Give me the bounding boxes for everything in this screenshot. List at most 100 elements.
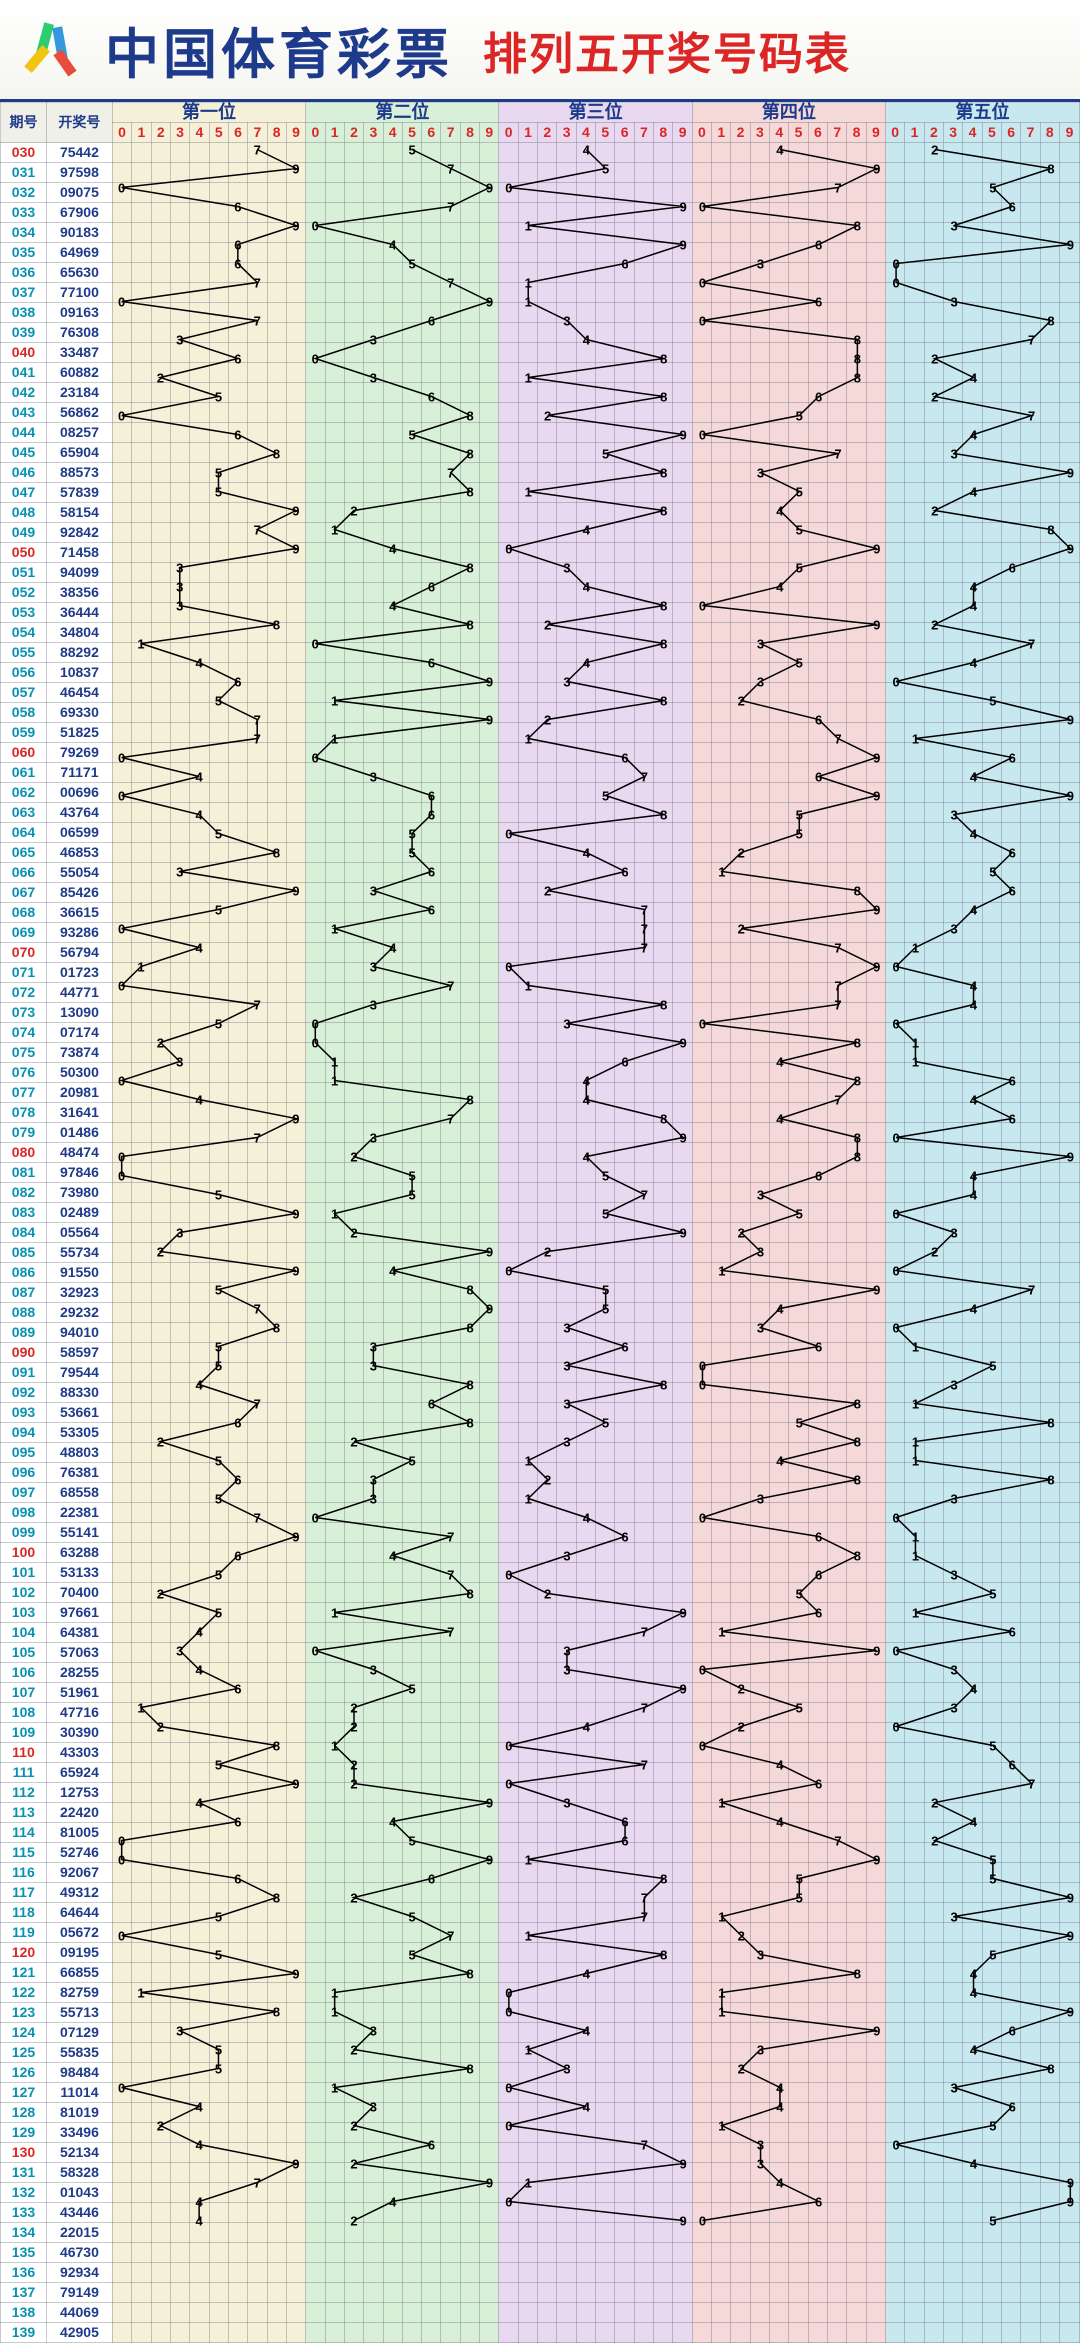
digit-cell <box>808 323 827 343</box>
digit-cell <box>228 1103 247 1123</box>
period-cell: 089 <box>1 1323 47 1343</box>
digit-cell <box>344 783 363 803</box>
digit-cell <box>112 403 131 423</box>
digit-cell <box>982 1303 1001 1323</box>
digit-cell <box>750 463 769 483</box>
digit-cell <box>770 983 789 1003</box>
digit-cell <box>847 1123 866 1143</box>
digit-cell <box>112 1723 131 1743</box>
digit-cell <box>654 663 673 683</box>
digit-cell <box>325 1863 344 1883</box>
digit-cell <box>538 1663 557 1683</box>
digit-cell <box>828 783 847 803</box>
digit-cell <box>538 983 557 1003</box>
digit-cell <box>770 643 789 663</box>
digit-cell <box>402 1703 421 1723</box>
digit-cell <box>286 303 305 323</box>
digit-cell <box>170 1603 189 1623</box>
digit-cell <box>789 1383 808 1403</box>
digit-cell <box>866 863 885 883</box>
digit-cell <box>692 463 711 483</box>
digit-cell <box>325 1683 344 1703</box>
digit-cell <box>1040 323 1059 343</box>
digit-cell <box>286 603 305 623</box>
period-cell: 036 <box>1 263 47 283</box>
digit-cell <box>112 2003 131 2023</box>
digit-cell <box>402 803 421 823</box>
digit-cell <box>364 523 383 543</box>
digit-cell <box>228 163 247 183</box>
digit-cell <box>344 1403 363 1423</box>
digit-cell <box>1002 1943 1021 1963</box>
digit-cell <box>963 1483 982 1503</box>
digit-cell <box>905 583 924 603</box>
digit-cell <box>518 1783 537 1803</box>
digit-cell <box>692 1643 711 1663</box>
digit-cell <box>576 1943 595 1963</box>
digit-cell <box>480 1843 499 1863</box>
digit-cell <box>151 1223 170 1243</box>
digit-cell <box>1002 683 1021 703</box>
digit-cell <box>615 803 634 823</box>
digit-cell <box>982 223 1001 243</box>
digit-cell <box>982 1763 1001 1783</box>
digit-cell <box>460 663 479 683</box>
digit-cell <box>1021 1863 1040 1883</box>
digit-cell <box>518 1883 537 1903</box>
digit-cell <box>808 1723 827 1743</box>
digit-cell <box>383 1163 402 1183</box>
digit-cell <box>460 1103 479 1123</box>
hdr-digit: 0 <box>499 123 518 143</box>
digit-cell <box>886 1263 905 1283</box>
digit-cell <box>615 163 634 183</box>
digit-cell <box>480 763 499 783</box>
digit-cell <box>151 1023 170 1043</box>
digit-cell <box>615 463 634 483</box>
digit-cell <box>654 463 673 483</box>
digit-cell <box>654 1083 673 1103</box>
digit-cell <box>654 943 673 963</box>
digit-cell <box>596 1643 615 1663</box>
number-cell: 53133 <box>46 1563 112 1583</box>
digit-cell <box>190 323 209 343</box>
digit-cell <box>325 1203 344 1223</box>
digit-cell <box>325 1303 344 1323</box>
digit-cell <box>654 743 673 763</box>
digit-cell <box>944 963 963 983</box>
digit-cell <box>460 1983 479 2003</box>
digit-cell <box>1059 1583 1079 1603</box>
digit-cell <box>1040 1043 1059 1063</box>
digit-cell <box>248 1523 267 1543</box>
digit-cell <box>963 623 982 643</box>
table-row: 07831641 <box>1 1103 1080 1123</box>
digit-cell <box>847 1523 866 1543</box>
digit-cell <box>499 883 518 903</box>
digit-cell <box>828 483 847 503</box>
digit-cell <box>924 1843 943 1863</box>
digit-cell <box>828 243 847 263</box>
table-row: 03209075 <box>1 183 1080 203</box>
digit-cell <box>789 523 808 543</box>
digit-cell <box>112 1703 131 1723</box>
digit-cell <box>441 1823 460 1843</box>
digit-cell <box>248 1543 267 1563</box>
digit-cell <box>866 1823 885 1843</box>
digit-cell <box>692 1443 711 1463</box>
period-cell: 056 <box>1 663 47 683</box>
digit-cell <box>866 1163 885 1183</box>
digit-cell <box>789 763 808 783</box>
digit-cell <box>596 1143 615 1163</box>
digit-cell <box>905 203 924 223</box>
digit-cell <box>306 1703 325 1723</box>
period-cell: 116 <box>1 1863 47 1883</box>
digit-cell <box>518 423 537 443</box>
digit-cell <box>847 1083 866 1103</box>
digit-cell <box>886 1743 905 1763</box>
digit-cell <box>924 1983 943 2003</box>
digit-cell <box>905 1843 924 1863</box>
digit-cell <box>866 1783 885 1803</box>
digit-cell <box>692 1203 711 1223</box>
number-cell: 73874 <box>46 1043 112 1063</box>
digit-cell <box>441 203 460 223</box>
digit-cell <box>344 403 363 423</box>
